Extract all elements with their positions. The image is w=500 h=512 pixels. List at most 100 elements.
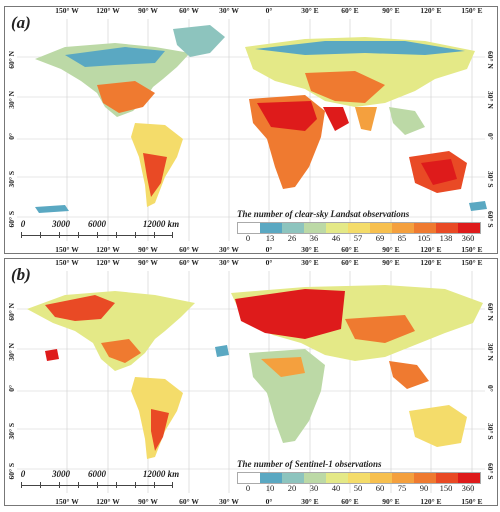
- scale-bar: 0 3000 6000 12000 km: [21, 219, 180, 245]
- legend-color-swatch: [282, 473, 304, 483]
- panel-tag: (a): [11, 13, 31, 32]
- legend-class-label: 0: [245, 233, 251, 243]
- scale-label: 0: [20, 469, 26, 479]
- lon-label: 150° W: [55, 6, 79, 15]
- scale-tick: [135, 482, 136, 488]
- scale-tick: [154, 482, 155, 488]
- scale-tick: [135, 232, 136, 238]
- scale-tick: [40, 482, 41, 488]
- legend-color-swatch: [260, 473, 282, 483]
- lat-label: 30° S: [486, 171, 495, 188]
- lon-label: 150° E: [461, 497, 483, 506]
- lon-label: 30° W: [219, 6, 239, 15]
- eurasia-low-zone: [255, 41, 465, 55]
- legend-title: The number of Sentinel-1 observations: [237, 459, 382, 469]
- scale-tick: [78, 232, 79, 238]
- legend-color-swatch: [370, 223, 392, 233]
- lon-label: 90° W: [138, 245, 158, 254]
- lat-label: 60° S: [7, 211, 16, 228]
- lon-label: 90° E: [382, 258, 400, 267]
- legend-color-swatch: [436, 223, 458, 233]
- scale-label: 12000 km: [142, 219, 180, 229]
- lon-label: 120° E: [420, 6, 442, 15]
- scale-tick: [97, 482, 98, 488]
- legend-class-label: 50: [353, 483, 363, 493]
- island-fragment: [35, 205, 69, 213]
- lon-label: 90° W: [138, 497, 158, 506]
- lon-label: 120° W: [96, 258, 120, 267]
- lon-label: 60° E: [341, 497, 359, 506]
- legend-class-label: 0: [245, 483, 251, 493]
- lat-label: 60° S: [486, 211, 495, 228]
- legend-color-swatch: [326, 473, 348, 483]
- legend-color-swatch: [304, 473, 326, 483]
- lon-label: 90° W: [138, 6, 158, 15]
- legend-color-swatch: [238, 473, 260, 483]
- scale-label: 6000: [88, 219, 106, 229]
- scale-tick: [40, 232, 41, 238]
- lon-label: 60° E: [341, 6, 359, 15]
- south-america-high-zone: [151, 409, 169, 451]
- color-legend: The number of Sentinel-1 observations 0 …: [237, 459, 489, 493]
- scale-tick: [21, 482, 22, 488]
- legend-class-labels: 0 13 26 36 46 57 69 85 105 138 360: [237, 233, 489, 243]
- lat-label: 30° N: [7, 343, 16, 361]
- lat-label: 60° N: [7, 303, 16, 321]
- legend-class-labels: 0 10 20 30 40 50 60 75 90 150 360: [237, 483, 489, 493]
- legend-class-label: 13: [265, 233, 275, 243]
- north-america-high-zone: [45, 295, 115, 321]
- lon-label: 150° E: [461, 258, 483, 267]
- scale-label: 3000: [52, 219, 70, 229]
- scale-tick: [154, 232, 155, 238]
- lon-label: 0°: [265, 245, 273, 254]
- legend-class-label: 57: [353, 233, 363, 243]
- legend-class-label: 60: [375, 483, 385, 493]
- legend-color-swatch: [370, 473, 392, 483]
- legend-color-swatch: [414, 223, 436, 233]
- lon-label: 60° E: [341, 245, 359, 254]
- legend-class-label: 360: [461, 233, 475, 243]
- legend-color-bins: [237, 472, 481, 484]
- lon-label: 30° E: [301, 258, 319, 267]
- map-panel-landsat: (a) 150° W 120° W 90° W 60° W 30° W 0° 3…: [4, 6, 498, 254]
- lon-label: 60° W: [179, 6, 199, 15]
- lon-label: 120° W: [96, 6, 120, 15]
- north-america-high-zone: [97, 81, 155, 113]
- north-america-low-zone: [65, 47, 165, 67]
- legend-class-label: 20: [287, 483, 297, 493]
- legend-color-swatch: [458, 223, 480, 233]
- legend-color-swatch: [414, 473, 436, 483]
- legend-color-swatch: [458, 473, 480, 483]
- greenland-landmass: [173, 25, 225, 57]
- south-america-high-zone: [143, 153, 167, 197]
- landsat-observation-map: [17, 19, 487, 241]
- lon-label: 120° E: [420, 497, 442, 506]
- central-asia-mid-zone: [345, 315, 415, 343]
- legend-color-swatch: [348, 223, 370, 233]
- africa-mid-zone: [261, 357, 305, 377]
- lat-label: 30° S: [7, 423, 16, 440]
- lon-label: 90° E: [382, 245, 400, 254]
- scale-tick: [21, 232, 22, 238]
- lat-label: 30° N: [7, 91, 16, 109]
- legend-color-swatch: [348, 473, 370, 483]
- legend-class-label: 36: [309, 233, 319, 243]
- lat-label: 30° N: [486, 91, 495, 109]
- legend-class-label: 138: [439, 233, 453, 243]
- lon-label: 30° W: [219, 497, 239, 506]
- map-panel-sentinel1: (b) 150° W 120° W 90° W 60° W 30° W 0° 3…: [4, 258, 498, 506]
- lat-label: 0°: [7, 133, 16, 140]
- australia-high-zone: [421, 159, 457, 185]
- legend-color-swatch: [238, 223, 260, 233]
- legend-color-swatch: [260, 223, 282, 233]
- lat-label: 0°: [7, 385, 16, 392]
- lon-label: 30° W: [219, 258, 239, 267]
- lat-label: 60° S: [486, 463, 495, 480]
- southeast-asia-landmass: [389, 361, 429, 389]
- central-asia-high-zone: [305, 71, 385, 103]
- island-fragment: [45, 349, 59, 361]
- legend-class-label: 105: [417, 233, 431, 243]
- sentinel1-observation-map: [17, 271, 485, 493]
- lon-label: 150° E: [461, 6, 483, 15]
- lon-label: 90° E: [382, 497, 400, 506]
